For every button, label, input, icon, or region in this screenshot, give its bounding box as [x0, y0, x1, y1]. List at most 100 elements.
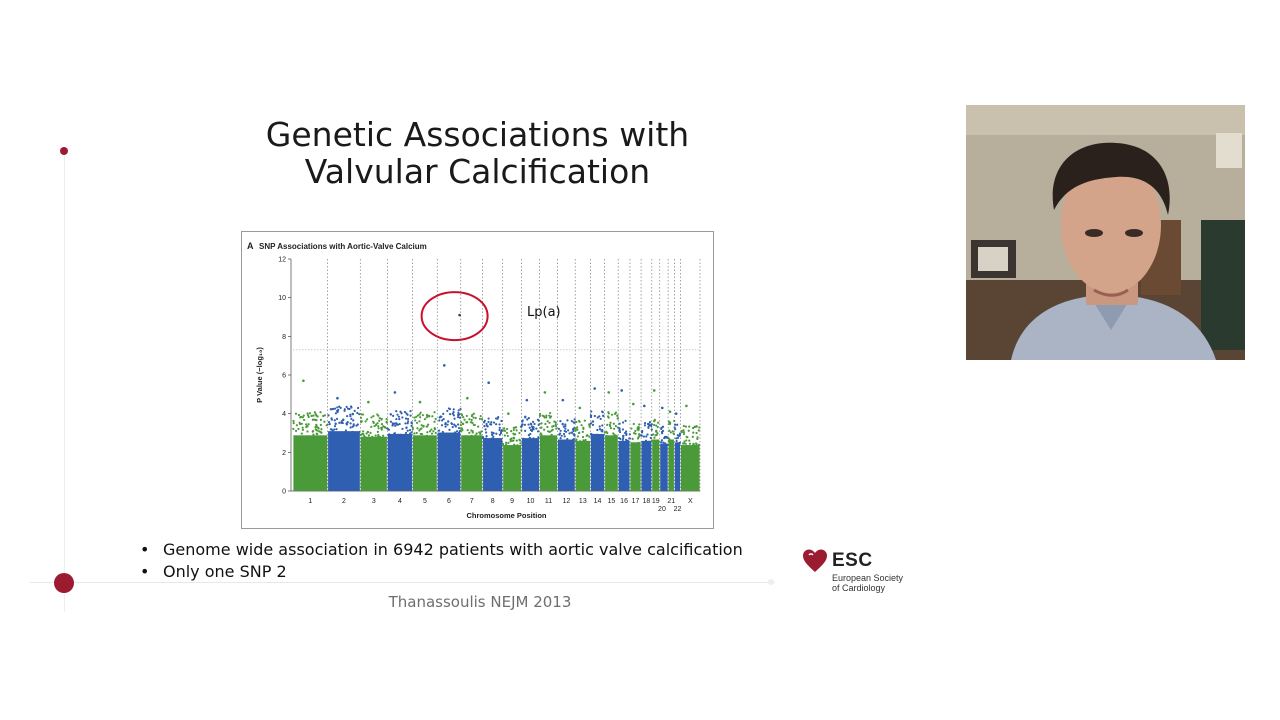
snp-point [300, 422, 303, 425]
snp-point [343, 408, 346, 411]
snp-point [524, 416, 527, 419]
snp-point [490, 437, 494, 440]
snp-point [505, 427, 509, 431]
snp-point [351, 413, 355, 416]
snp-point [366, 430, 369, 434]
snp-point [312, 433, 315, 436]
snp-point [307, 423, 310, 426]
snp-point [505, 443, 508, 446]
snp-point [360, 420, 363, 423]
snp-point [498, 433, 501, 436]
snp-point [647, 440, 651, 443]
snp-point [591, 423, 595, 427]
snp-point [503, 429, 507, 432]
snp-point [315, 432, 318, 435]
snp-point [551, 425, 554, 428]
snp-point [384, 426, 387, 429]
snp-point [526, 418, 529, 421]
snp-point [688, 439, 691, 442]
snp-point [377, 425, 380, 428]
snp-point [483, 437, 486, 441]
x-tick-label: 2 [342, 498, 346, 505]
chromosome-snp-band [503, 445, 522, 491]
x-tick-label: 9 [510, 498, 514, 505]
snp-point [388, 433, 391, 436]
snp-point [492, 421, 496, 424]
chromosome-snp-band [328, 431, 360, 491]
snp-point [693, 425, 697, 428]
snp-point [372, 415, 375, 418]
snp-point [637, 426, 640, 429]
snp-point [361, 413, 365, 416]
snp-point [334, 412, 338, 415]
snp-point [572, 421, 575, 424]
snp-peak-point [593, 387, 597, 390]
chromosome-snp-band [630, 442, 641, 491]
snp-point [346, 407, 350, 410]
snp-point [491, 433, 494, 436]
snp-point [578, 420, 581, 423]
snp-point [345, 423, 349, 426]
snp-point [444, 425, 447, 428]
snp-point [680, 429, 683, 433]
decorative-vertical-line [64, 152, 65, 612]
snp-point [434, 417, 437, 421]
snp-peak-point [642, 404, 646, 408]
snp-point [306, 412, 309, 415]
snp-point [573, 418, 576, 421]
x-tick-label: 4 [398, 498, 402, 505]
snp-point [429, 435, 432, 438]
chromosome-snp-band [293, 435, 328, 491]
snp-point [327, 414, 330, 417]
snp-point [430, 428, 433, 431]
annotation-label: Lp(a) [527, 305, 561, 320]
snp-point [536, 418, 540, 421]
snp-point [337, 408, 340, 412]
snp-point [598, 415, 601, 418]
snp-point [437, 429, 441, 432]
x-tick-label: 7 [470, 498, 474, 505]
snp-point [590, 410, 593, 413]
snp-point [400, 412, 403, 415]
snp-point [564, 424, 567, 428]
snp-point [622, 436, 625, 440]
snp-point [613, 433, 616, 436]
snp-point [593, 414, 596, 418]
snp-peak-point [367, 400, 370, 404]
snp-point [423, 418, 427, 421]
snp-point [380, 422, 384, 426]
snp-peak-point [578, 406, 582, 410]
snp-point [587, 441, 590, 444]
esc-logo: ESC European Society of Cardiology [802, 548, 922, 596]
snp-point [460, 414, 464, 417]
snp-point [662, 441, 665, 444]
snp-point [550, 433, 553, 437]
snp-point [653, 436, 656, 439]
snp-point [416, 427, 419, 430]
snp-point [396, 413, 399, 416]
snp-point [682, 442, 685, 445]
snp-point [599, 417, 602, 421]
snp-point [512, 439, 515, 442]
snp-peak-point [652, 389, 656, 392]
snp-peak-point [418, 400, 422, 404]
snp-point [457, 431, 461, 434]
snp-point [551, 428, 554, 431]
snp-point [401, 416, 404, 419]
snp-point [487, 420, 490, 424]
snp-point [363, 435, 366, 438]
snp-point [598, 428, 602, 431]
snp-point [574, 427, 577, 430]
x-tick-label: 6 [447, 498, 451, 505]
snp-point [616, 414, 619, 417]
snp-point [306, 425, 309, 428]
snp-point [376, 430, 379, 433]
snp-point [375, 423, 378, 426]
snp-point [306, 430, 309, 433]
snp-point [529, 432, 532, 436]
snp-point [411, 426, 414, 429]
decorative-dot-small [60, 147, 68, 155]
snp-point [695, 425, 698, 428]
snp-point [410, 431, 413, 434]
snp-point [618, 427, 621, 430]
